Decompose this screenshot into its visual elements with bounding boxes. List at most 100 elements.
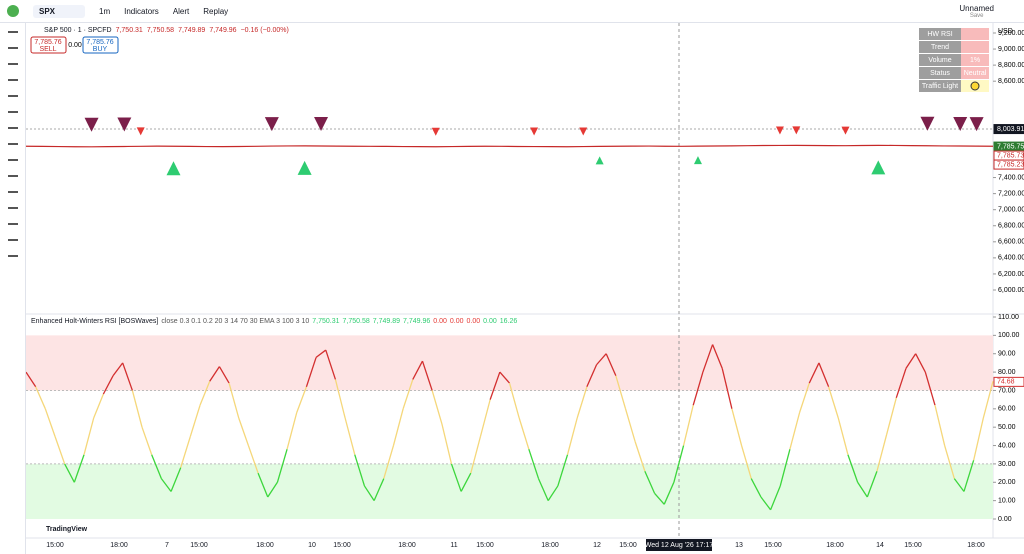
- buy-label: BUY: [93, 46, 108, 53]
- time-label: 15:00: [476, 542, 494, 549]
- price-tag: [993, 159, 1024, 170]
- symbol-legend: S&P 500 · 1 · SPCFD 7,750.31 7,750.58 7,749…: [44, 27, 289, 34]
- time-label: 15:00: [619, 542, 637, 549]
- oversold-zone: [26, 463, 993, 519]
- rsi-last-tag: [993, 376, 1024, 387]
- signal-buy: [693, 156, 702, 165]
- rsi-tick-label: 60.00: [998, 406, 1016, 413]
- layout-menu[interactable]: Unnamed Save: [959, 4, 994, 19]
- legend-high: 7,750.58: [147, 27, 174, 34]
- rsi-segment: [305, 357, 317, 387]
- table-label: HW RSI: [927, 31, 952, 38]
- signal-sell: [264, 117, 279, 132]
- rsi-segment: [267, 481, 278, 498]
- rsi-segment: [837, 417, 849, 455]
- price-tag-label: 7,785.73: [997, 152, 1024, 159]
- time-label: 11: [450, 542, 457, 549]
- rsi-segment: [102, 375, 114, 395]
- rsi-segment: [35, 386, 46, 410]
- price-tick-label: 6,400.00: [998, 255, 1024, 262]
- alert-button[interactable]: Alert: [172, 6, 190, 16]
- signal-sell: [314, 116, 329, 131]
- rsi-segment: [866, 471, 878, 498]
- price-tick-label: 6,000.00: [998, 287, 1024, 294]
- rsi-segment: [441, 423, 453, 465]
- rsi-segment: [798, 382, 810, 413]
- rsi-segment: [64, 463, 75, 483]
- rsi-segment: [596, 353, 607, 366]
- rsi-segment: [315, 349, 327, 358]
- indicator-title: Enhanced Holt-Winters RSI [BOSWaves]: [31, 318, 158, 325]
- price-tick-label: 7,200.00: [998, 190, 1024, 197]
- rsi-segment: [238, 417, 250, 446]
- rsi-segment: [982, 381, 994, 419]
- rsi-segment: [189, 404, 201, 437]
- indicator-legend: Enhanced Holt-Winters RSI [BOSWaves] clos…: [31, 318, 517, 325]
- price-line-series: [26, 144, 994, 148]
- table-label: Status: [930, 70, 950, 77]
- rsi-segment: [489, 371, 501, 400]
- rsi-segment: [673, 445, 685, 483]
- currency: USD: [998, 28, 1013, 35]
- rsi-segment: [334, 379, 346, 419]
- rsi-tick-label: 100.00: [998, 332, 1020, 339]
- signal-sell: [530, 127, 539, 136]
- rsi-segment: [450, 463, 462, 492]
- signal-sell: [920, 116, 935, 131]
- time-label: 14: [876, 542, 884, 549]
- indicator-value: 0.00: [483, 318, 497, 325]
- rsi-segment: [944, 445, 955, 479]
- time-label: 15:00: [904, 542, 922, 549]
- sell-label: SELL: [39, 46, 56, 53]
- rsi-segment: [325, 349, 337, 380]
- rsi-segment: [257, 472, 269, 498]
- table-label-cell: [919, 41, 961, 53]
- indicator-value: 7,749.96: [403, 318, 430, 325]
- symbol-search[interactable]: SPX: [33, 4, 85, 18]
- sell-price: 7,785.76: [34, 39, 61, 46]
- rsi-segment: [402, 379, 414, 410]
- rsi-segment: [953, 478, 965, 492]
- time-label: 13: [735, 542, 743, 549]
- rsi-segment: [682, 404, 694, 446]
- rsi-segment: [615, 375, 627, 410]
- indicators-button[interactable]: Indicators: [124, 6, 159, 16]
- rsi-segment: [740, 445, 752, 479]
- rsi-tick-label: 80.00: [998, 369, 1016, 376]
- rsi-segment: [557, 454, 569, 487]
- time-label: 18:00: [541, 542, 559, 549]
- time-label: 15:00: [333, 542, 351, 549]
- price-tick-label: 9,200.00: [998, 30, 1024, 37]
- rsi-segment: [247, 445, 259, 474]
- signal-buy: [166, 161, 181, 176]
- rsi-last-label: 74.68: [997, 379, 1015, 386]
- rsi-segment: [905, 353, 917, 369]
- rsi-segment: [460, 472, 472, 492]
- rsi-segment: [847, 454, 859, 483]
- signal-sell: [431, 127, 440, 136]
- signal-sell: [969, 117, 984, 132]
- indicator-value: 7,750.58: [342, 318, 369, 325]
- rsi-segment: [915, 353, 926, 373]
- replay-button[interactable]: Replay: [203, 6, 229, 16]
- save-label: Save: [969, 12, 984, 19]
- price-tag-label: 8,003.91: [997, 126, 1024, 133]
- rsi-segment: [963, 460, 975, 492]
- interval[interactable]: 1m: [99, 6, 111, 16]
- rsi-segment: [547, 485, 559, 501]
- rsi-segment: [160, 478, 172, 492]
- rsi-segment: [276, 449, 288, 483]
- rsi-segment: [209, 366, 220, 382]
- rsi-segment: [286, 412, 298, 450]
- logo-badge[interactable]: [7, 5, 19, 17]
- signal-sell: [136, 127, 145, 136]
- rsi-tick-label: 30.00: [998, 461, 1016, 468]
- legend-title: S&P 500 · 1 · SPCFD: [44, 27, 112, 34]
- rsi-segment: [876, 434, 888, 472]
- rsi-segment: [586, 364, 598, 388]
- rsi-tick-label: 50.00: [998, 424, 1016, 431]
- rsi-segment: [634, 441, 646, 472]
- rsi-segment: [373, 478, 385, 501]
- rsi-segment: [151, 454, 162, 479]
